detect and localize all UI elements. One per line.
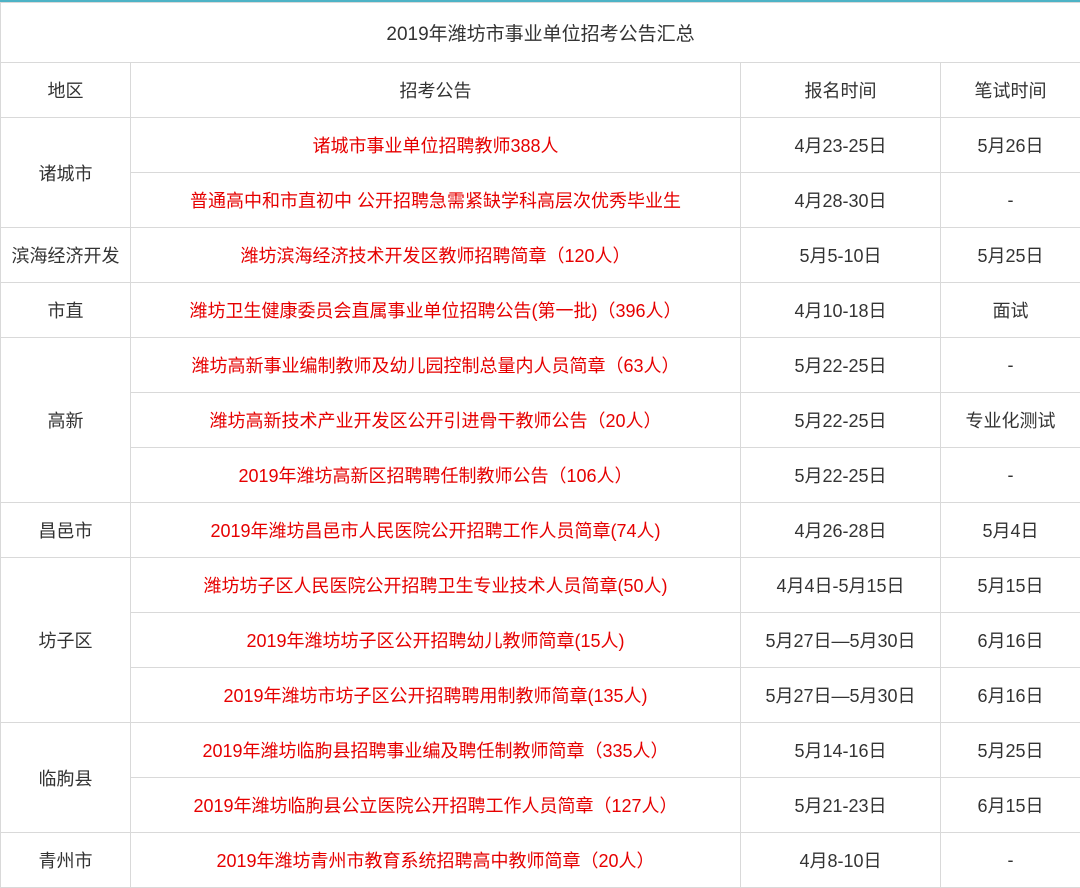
table-body: 2019年潍坊市事业单位招考公告汇总 地区 招考公告 报名时间 笔试时间 诸城市… bbox=[1, 3, 1080, 888]
exam-cell: 5月26日 bbox=[941, 118, 1080, 173]
table-row: 2019年潍坊高新区招聘聘任制教师公告（106人） 5月22-25日- bbox=[1, 448, 1080, 503]
exam-cell: 5月25日 bbox=[941, 228, 1080, 283]
announcement-cell: 潍坊高新事业编制教师及幼儿园控制总量内人员简章（63人） bbox=[131, 338, 741, 393]
title-row: 2019年潍坊市事业单位招考公告汇总 bbox=[1, 3, 1080, 63]
exam-cell: - bbox=[941, 448, 1080, 503]
header-registration: 报名时间 bbox=[741, 63, 941, 118]
registration-cell: 5月21-23日 bbox=[741, 778, 941, 833]
region-cell: 青州市 bbox=[1, 833, 131, 888]
table-row: 坊子区潍坊坊子区人民医院公开招聘卫生专业技术人员简章(50人)4月4日-5月15… bbox=[1, 558, 1080, 613]
table-row: 青州市 2019年潍坊青州市教育系统招聘高中教师简章（20人） 4月8-10日- bbox=[1, 833, 1080, 888]
table-row: 诸城市诸城市事业单位招聘教师388人4月23-25日5月26日 bbox=[1, 118, 1080, 173]
announcement-link[interactable]: 2019年潍坊高新区招聘聘任制教师公告（106人） bbox=[238, 466, 632, 486]
registration-cell: 5月22-25日 bbox=[741, 338, 941, 393]
announcement-cell: 2019年潍坊临朐县招聘事业编及聘任制教师简章（335人） bbox=[131, 723, 741, 778]
region-cell: 诸城市 bbox=[1, 118, 131, 228]
announcement-cell: 诸城市事业单位招聘教师388人 bbox=[131, 118, 741, 173]
announcement-link[interactable]: 潍坊滨海经济技术开发区教师招聘简章（120人） bbox=[240, 246, 630, 266]
table-row: 滨海经济开发 潍坊滨海经济技术开发区教师招聘简章（120人） 5月5-10日5月25… bbox=[1, 228, 1080, 283]
exam-cell: 5月4日 bbox=[941, 503, 1080, 558]
announcement-cell: 2019年潍坊市坊子区公开招聘聘用制教师简章(135人) bbox=[131, 668, 741, 723]
table-row: 临朐县2019年潍坊临朐县招聘事业编及聘任制教师简章（335人）5月14-16日… bbox=[1, 723, 1080, 778]
exam-cell: 5月25日 bbox=[941, 723, 1080, 778]
region-cell: 滨海经济开发 bbox=[1, 228, 131, 283]
region-cell: 市直 bbox=[1, 283, 131, 338]
announcement-cell: 潍坊卫生健康委员会直属事业单位招聘公告(第一批)（396人） bbox=[131, 283, 741, 338]
recruitment-table: 2019年潍坊市事业单位招考公告汇总 地区 招考公告 报名时间 笔试时间 诸城市… bbox=[0, 2, 1080, 888]
announcement-cell: 潍坊坊子区人民医院公开招聘卫生专业技术人员简章(50人) bbox=[131, 558, 741, 613]
announcement-cell: 普通高中和市直初中 公开招聘急需紧缺学科高层次优秀毕业生 bbox=[131, 173, 741, 228]
announcement-cell: 2019年潍坊高新区招聘聘任制教师公告（106人） bbox=[131, 448, 741, 503]
exam-cell: 6月16日 bbox=[941, 613, 1080, 668]
table-row: 2019年潍坊坊子区公开招聘幼儿教师简章(15人) 5月27日—5月30日6月16… bbox=[1, 613, 1080, 668]
announcement-cell: 潍坊滨海经济技术开发区教师招聘简章（120人） bbox=[131, 228, 741, 283]
exam-cell: 6月15日 bbox=[941, 778, 1080, 833]
announcement-link[interactable]: 普通高中和市直初中 公开招聘急需紧缺学科高层次优秀毕业生 bbox=[190, 191, 681, 211]
exam-cell: - bbox=[941, 833, 1080, 888]
announcement-cell: 2019年潍坊昌邑市人民医院公开招聘工作人员简章(74人) bbox=[131, 503, 741, 558]
announcement-link[interactable]: 潍坊高新事业编制教师及幼儿园控制总量内人员简章（63人） bbox=[191, 356, 679, 376]
region-cell: 高新 bbox=[1, 338, 131, 503]
table-row: 普通高中和市直初中 公开招聘急需紧缺学科高层次优秀毕业生 4月28-30日- bbox=[1, 173, 1080, 228]
table-row: 潍坊高新技术产业开发区公开引进骨干教师公告（20人） 5月22-25日专业化测试 bbox=[1, 393, 1080, 448]
announcement-link[interactable]: 2019年潍坊坊子区公开招聘幼儿教师简章(15人) bbox=[246, 631, 624, 651]
exam-cell: 专业化测试 bbox=[941, 393, 1080, 448]
table-row: 2019年潍坊临朐县公立医院公开招聘工作人员简章（127人） 5月21-23日6月… bbox=[1, 778, 1080, 833]
header-row: 地区 招考公告 报名时间 笔试时间 bbox=[1, 63, 1080, 118]
announcement-cell: 2019年潍坊临朐县公立医院公开招聘工作人员简章（127人） bbox=[131, 778, 741, 833]
table-title: 2019年潍坊市事业单位招考公告汇总 bbox=[1, 3, 1080, 63]
exam-cell: 面试 bbox=[941, 283, 1080, 338]
registration-cell: 5月14-16日 bbox=[741, 723, 941, 778]
announcement-link[interactable]: 2019年潍坊临朐县招聘事业编及聘任制教师简章（335人） bbox=[202, 741, 668, 761]
registration-cell: 4月8-10日 bbox=[741, 833, 941, 888]
exam-cell: - bbox=[941, 338, 1080, 393]
announcement-link[interactable]: 2019年潍坊临朐县公立医院公开招聘工作人员简章（127人） bbox=[193, 796, 677, 816]
announcement-link[interactable]: 潍坊高新技术产业开发区公开引进骨干教师公告（20人） bbox=[209, 411, 661, 431]
exam-cell: - bbox=[941, 173, 1080, 228]
announcement-cell: 2019年潍坊坊子区公开招聘幼儿教师简章(15人) bbox=[131, 613, 741, 668]
header-region: 地区 bbox=[1, 63, 131, 118]
table-row: 昌邑市 2019年潍坊昌邑市人民医院公开招聘工作人员简章(74人) 4月26-28日… bbox=[1, 503, 1080, 558]
registration-cell: 5月27日—5月30日 bbox=[741, 613, 941, 668]
registration-cell: 4月23-25日 bbox=[741, 118, 941, 173]
registration-cell: 4月28-30日 bbox=[741, 173, 941, 228]
region-cell: 昌邑市 bbox=[1, 503, 131, 558]
announcement-link[interactable]: 潍坊卫生健康委员会直属事业单位招聘公告(第一批)（396人） bbox=[189, 301, 681, 321]
announcement-cell: 潍坊高新技术产业开发区公开引进骨干教师公告（20人） bbox=[131, 393, 741, 448]
exam-cell: 5月15日 bbox=[941, 558, 1080, 613]
registration-cell: 5月5-10日 bbox=[741, 228, 941, 283]
announcement-link[interactable]: 2019年潍坊青州市教育系统招聘高中教师简章（20人） bbox=[216, 851, 654, 871]
registration-cell: 4月10-18日 bbox=[741, 283, 941, 338]
announcement-cell: 2019年潍坊青州市教育系统招聘高中教师简章（20人） bbox=[131, 833, 741, 888]
header-exam: 笔试时间 bbox=[941, 63, 1080, 118]
announcement-link[interactable]: 潍坊坊子区人民医院公开招聘卫生专业技术人员简章(50人) bbox=[203, 576, 667, 596]
exam-cell: 6月16日 bbox=[941, 668, 1080, 723]
registration-cell: 5月22-25日 bbox=[741, 393, 941, 448]
table-row: 高新潍坊高新事业编制教师及幼儿园控制总量内人员简章（63人）5月22-25日- bbox=[1, 338, 1080, 393]
announcement-link[interactable]: 2019年潍坊市坊子区公开招聘聘用制教师简章(135人) bbox=[223, 686, 647, 706]
table-container: 2019年潍坊市事业单位招考公告汇总 地区 招考公告 报名时间 笔试时间 诸城市… bbox=[0, 0, 1080, 888]
region-cell: 临朐县 bbox=[1, 723, 131, 833]
table-row: 市直 潍坊卫生健康委员会直属事业单位招聘公告(第一批)（396人） 4月10-18日… bbox=[1, 283, 1080, 338]
table-row: 2019年潍坊市坊子区公开招聘聘用制教师简章(135人) 5月27日—5月30日6… bbox=[1, 668, 1080, 723]
registration-cell: 5月22-25日 bbox=[741, 448, 941, 503]
registration-cell: 4月4日-5月15日 bbox=[741, 558, 941, 613]
header-announcement: 招考公告 bbox=[131, 63, 741, 118]
announcement-link[interactable]: 2019年潍坊昌邑市人民医院公开招聘工作人员简章(74人) bbox=[210, 521, 660, 541]
region-cell: 坊子区 bbox=[1, 558, 131, 723]
registration-cell: 4月26-28日 bbox=[741, 503, 941, 558]
announcement-link[interactable]: 诸城市事业单位招聘教师388人 bbox=[312, 136, 558, 156]
registration-cell: 5月27日—5月30日 bbox=[741, 668, 941, 723]
